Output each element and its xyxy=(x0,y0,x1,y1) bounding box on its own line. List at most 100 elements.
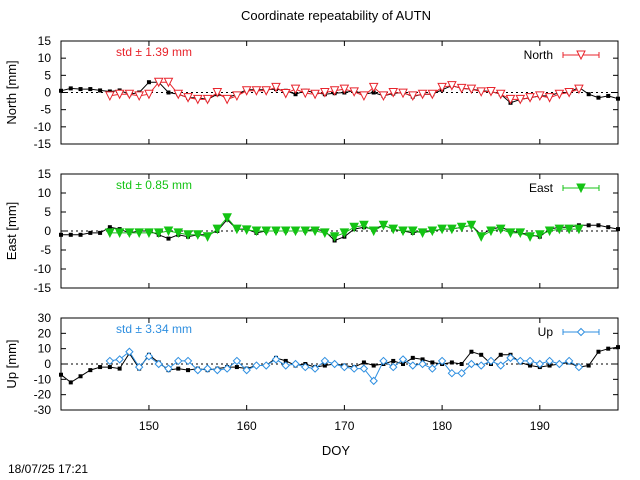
chart-title: Coordinate repeatability of AUTN xyxy=(241,8,431,23)
legend-label: East xyxy=(529,181,554,195)
data-point-east xyxy=(349,222,359,233)
y-tick-label: -10 xyxy=(34,262,52,276)
data-point-north xyxy=(261,86,272,96)
data-point-up xyxy=(369,376,378,386)
data-point-north xyxy=(515,94,526,105)
data-point-north xyxy=(476,87,487,97)
data-point-north xyxy=(290,84,301,95)
data-point-north xyxy=(134,91,144,102)
reference-point xyxy=(78,232,83,237)
reference-point xyxy=(98,230,103,235)
y-tick-label: -20 xyxy=(34,388,52,402)
reference-point xyxy=(371,363,376,368)
data-point-east xyxy=(144,228,154,239)
data-point-north xyxy=(349,87,359,97)
panel-north: 15 10 5 0 -5 -10 -15 North [mm] std ± 1.39 mm Nor… xyxy=(4,34,620,151)
plot-frame xyxy=(60,40,619,145)
y-tick-label: -30 xyxy=(34,403,52,417)
data-point-east xyxy=(124,228,135,239)
data-point-north xyxy=(447,81,457,91)
data-point-north xyxy=(495,89,506,100)
data-point-east xyxy=(437,224,447,235)
y-tick-label: -10 xyxy=(34,372,52,386)
data-point-up xyxy=(525,356,535,366)
y-tick-label: 0 xyxy=(44,357,51,371)
reference-point xyxy=(391,358,396,363)
data-point-up xyxy=(359,364,369,373)
data-point-north xyxy=(114,89,125,100)
reference-point xyxy=(98,365,103,370)
data-point-east xyxy=(163,226,174,237)
y-axis-label: Up [mm] xyxy=(4,339,19,388)
reference-point xyxy=(361,360,366,365)
data-point-north xyxy=(271,82,281,93)
std-annotation: std ± 0.85 mm xyxy=(116,178,192,192)
reference-point xyxy=(606,346,611,351)
reference-point xyxy=(596,95,601,100)
reference-point xyxy=(176,366,181,371)
data-point-up xyxy=(213,365,222,375)
reference-point xyxy=(469,349,474,354)
data-point-north xyxy=(320,88,330,98)
data-point-north xyxy=(124,89,135,100)
reference-point xyxy=(596,223,601,228)
reference-point xyxy=(449,360,454,365)
data-point-up xyxy=(457,368,466,378)
data-point-east xyxy=(105,228,115,239)
data-point-east xyxy=(515,228,526,239)
data-point-east xyxy=(574,224,584,235)
data-point-north xyxy=(505,94,516,105)
reference-series-line xyxy=(60,81,619,104)
data-point-east xyxy=(466,220,477,231)
data-point-north xyxy=(407,91,418,102)
y-tick-label: -15 xyxy=(34,281,52,295)
data-point-north xyxy=(222,94,232,105)
data-point-north xyxy=(144,89,154,100)
data-point-up xyxy=(271,355,281,364)
data-point-north xyxy=(398,88,408,99)
data-point-east xyxy=(505,228,516,239)
y-tick-label: 10 xyxy=(38,186,52,200)
y-axis-label: East [mm] xyxy=(4,202,19,261)
data-point-east xyxy=(320,228,330,239)
data-point-east xyxy=(535,230,545,240)
y-tick-label: 5 xyxy=(44,68,51,82)
data-point-north xyxy=(339,84,350,95)
data-point-up xyxy=(154,359,163,369)
y-tick-label: 5 xyxy=(44,205,51,219)
data-point-east xyxy=(222,213,232,223)
data-point-east xyxy=(398,226,408,237)
data-point-up xyxy=(418,359,427,369)
data-point-east xyxy=(525,232,535,242)
data-point-north xyxy=(329,86,340,96)
y-tick-label: 10 xyxy=(38,51,52,65)
reference-point xyxy=(430,360,435,365)
data-point-north xyxy=(378,91,389,102)
reference-point xyxy=(98,88,103,93)
reference-point xyxy=(186,368,191,373)
reference-point xyxy=(78,374,83,379)
data-point-up xyxy=(252,361,261,370)
y-tick-label: -5 xyxy=(40,103,51,117)
x-tick-label: 190 xyxy=(530,419,550,433)
y-tick-label: 15 xyxy=(38,34,52,48)
data-point-up xyxy=(222,364,232,373)
data-point-north xyxy=(564,88,574,98)
y-tick-label: 20 xyxy=(38,326,52,340)
data-point-up xyxy=(232,356,242,366)
y-tick-label: 10 xyxy=(38,342,52,356)
data-point-up xyxy=(242,365,251,375)
data-point-east xyxy=(232,224,242,235)
reference-point xyxy=(88,368,93,373)
data-point-east xyxy=(564,224,574,235)
data-point-up xyxy=(574,362,584,372)
reference-point xyxy=(107,225,112,230)
std-annotation: std ± 3.34 mm xyxy=(116,322,192,336)
data-point-north xyxy=(173,89,184,100)
reference-point xyxy=(547,363,552,368)
data-point-north xyxy=(388,88,399,98)
data-point-east xyxy=(280,226,291,237)
data-point-north xyxy=(163,77,174,88)
data-point-east xyxy=(251,226,262,237)
data-point-east xyxy=(212,224,223,235)
